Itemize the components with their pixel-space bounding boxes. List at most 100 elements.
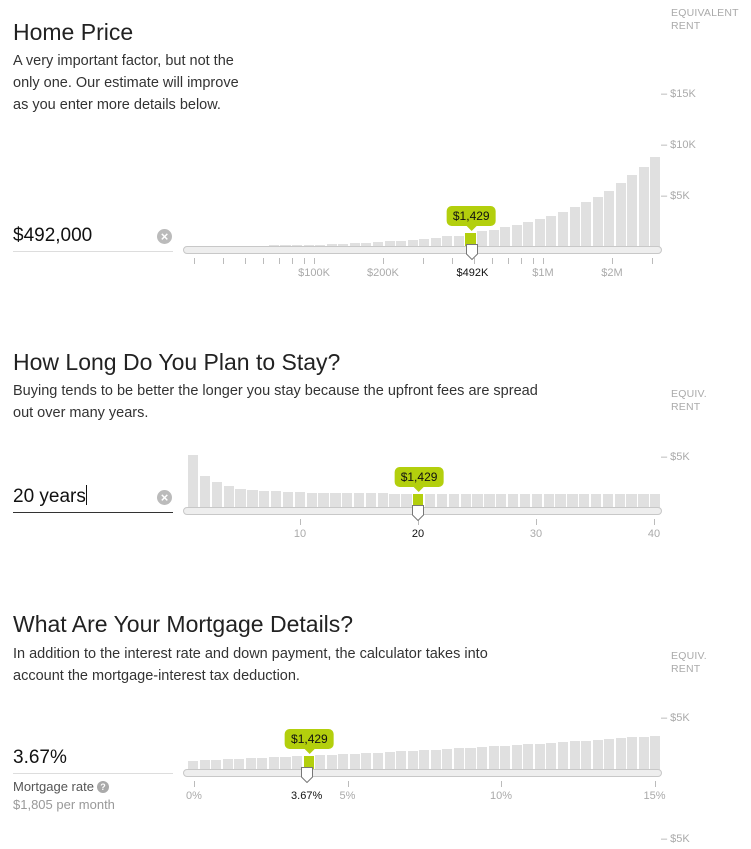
- bar: [650, 157, 661, 248]
- bar: [638, 736, 649, 770]
- y-tick-label: – $5K: [661, 190, 690, 202]
- bar: [377, 493, 388, 509]
- x-tick-label: $100K: [298, 267, 330, 279]
- bar: [615, 183, 626, 248]
- bar: [430, 749, 441, 770]
- axis-head: EQUIVALENT RENT: [671, 7, 739, 33]
- bar: [519, 493, 531, 509]
- bar: [477, 231, 488, 248]
- bar: [567, 493, 578, 509]
- section-description: In addition to the interest rate and dow…: [13, 643, 488, 687]
- x-tick: [654, 519, 655, 525]
- bar: [500, 745, 511, 770]
- description-line: only one. Our estimate will improve: [13, 75, 239, 91]
- bar: [235, 488, 246, 509]
- bar: [257, 757, 268, 770]
- bar: [306, 492, 317, 509]
- bar: [484, 493, 495, 509]
- bar: [472, 493, 483, 509]
- bar: [270, 491, 282, 509]
- bar: [627, 737, 638, 770]
- bar: [460, 493, 471, 509]
- bar: [223, 486, 234, 509]
- x-tick-label: 10: [293, 528, 307, 540]
- bar: [315, 755, 326, 770]
- bar: [407, 750, 418, 770]
- bar: [638, 493, 649, 509]
- section-description: A very important factor, but not the onl…: [13, 50, 239, 116]
- bar: [511, 225, 522, 248]
- bar: [650, 493, 661, 509]
- bar: [604, 739, 615, 770]
- x-tick: [245, 258, 247, 264]
- current-value-label: 3.67%: [291, 790, 323, 802]
- bar: [247, 489, 258, 509]
- stay-years-input[interactable]: 20 years: [13, 485, 87, 508]
- bar: [442, 748, 453, 770]
- bar: [592, 739, 603, 770]
- x-tick: [532, 258, 534, 264]
- x-tick: [520, 258, 522, 264]
- slider-handle[interactable]: [466, 244, 479, 261]
- axis-head-line: RENT: [671, 663, 701, 675]
- bar: [268, 757, 279, 770]
- clear-x-circle-icon[interactable]: ×: [157, 490, 172, 505]
- bar: [188, 760, 199, 770]
- bar: [396, 240, 407, 248]
- slider-track[interactable]: [183, 769, 662, 777]
- bar-highlighted: [465, 233, 476, 248]
- axis-head: EQUIV. RENT: [671, 650, 707, 676]
- slider-handle[interactable]: [300, 767, 313, 784]
- bar: [557, 211, 568, 248]
- bar-highlighted: [303, 755, 314, 770]
- slider-track[interactable]: [183, 246, 662, 254]
- x-tick: [652, 258, 654, 264]
- mortgage-rate-label: Mortgage rate?: [13, 779, 109, 794]
- y-tick-label: – $5K: [661, 451, 690, 463]
- bar: [372, 752, 384, 770]
- bar: [353, 493, 365, 509]
- description-line: A very important factor, but not the: [13, 53, 234, 69]
- x-tick-label: 10%: [489, 790, 513, 802]
- bar: [384, 241, 395, 248]
- section-title: What Are Your Mortgage Details?: [13, 611, 354, 637]
- bar: [523, 222, 534, 248]
- value-tooltip: $1,429: [394, 467, 444, 493]
- bar: [349, 243, 360, 248]
- help-icon[interactable]: ?: [96, 781, 109, 793]
- bar: [338, 754, 349, 770]
- bar: [543, 493, 554, 509]
- x-tick-label: $1M: [532, 267, 554, 279]
- x-tick: [194, 258, 196, 264]
- mortgage-rate-input[interactable]: 3.67%: [13, 747, 67, 768]
- slider-handle[interactable]: [412, 505, 424, 522]
- bar: [326, 754, 337, 770]
- bar: [199, 760, 210, 770]
- bar: [245, 758, 256, 770]
- bar: [581, 740, 592, 770]
- bar: [294, 492, 305, 509]
- clear-x-circle-icon[interactable]: ×: [157, 229, 172, 244]
- section-description: Buying tends to be better the longer you…: [13, 380, 538, 424]
- bar: [453, 235, 464, 248]
- x-tick: [474, 258, 476, 264]
- bar: [627, 175, 638, 248]
- bar: [488, 746, 499, 770]
- bar: [546, 215, 557, 248]
- bar: [318, 492, 329, 509]
- bar: [453, 748, 464, 770]
- x-tick-label: 30: [529, 528, 543, 540]
- axis-head-line: EQUIVALENT: [671, 7, 739, 19]
- x-tick-label: $200K: [367, 267, 399, 279]
- description-line: Buying tends to be better the longer you…: [13, 383, 538, 399]
- home-price-input[interactable]: $492,000: [13, 225, 93, 246]
- value-tooltip: $1,429: [446, 206, 496, 232]
- x-tick: [536, 519, 537, 525]
- axis-head-line: EQUIV.: [671, 388, 707, 400]
- bar: [430, 238, 441, 248]
- bar: [199, 475, 211, 509]
- input-underline: [13, 251, 173, 252]
- bar: [442, 236, 453, 248]
- y-tick-label: – $5K: [661, 712, 690, 724]
- x-tick: [611, 258, 613, 264]
